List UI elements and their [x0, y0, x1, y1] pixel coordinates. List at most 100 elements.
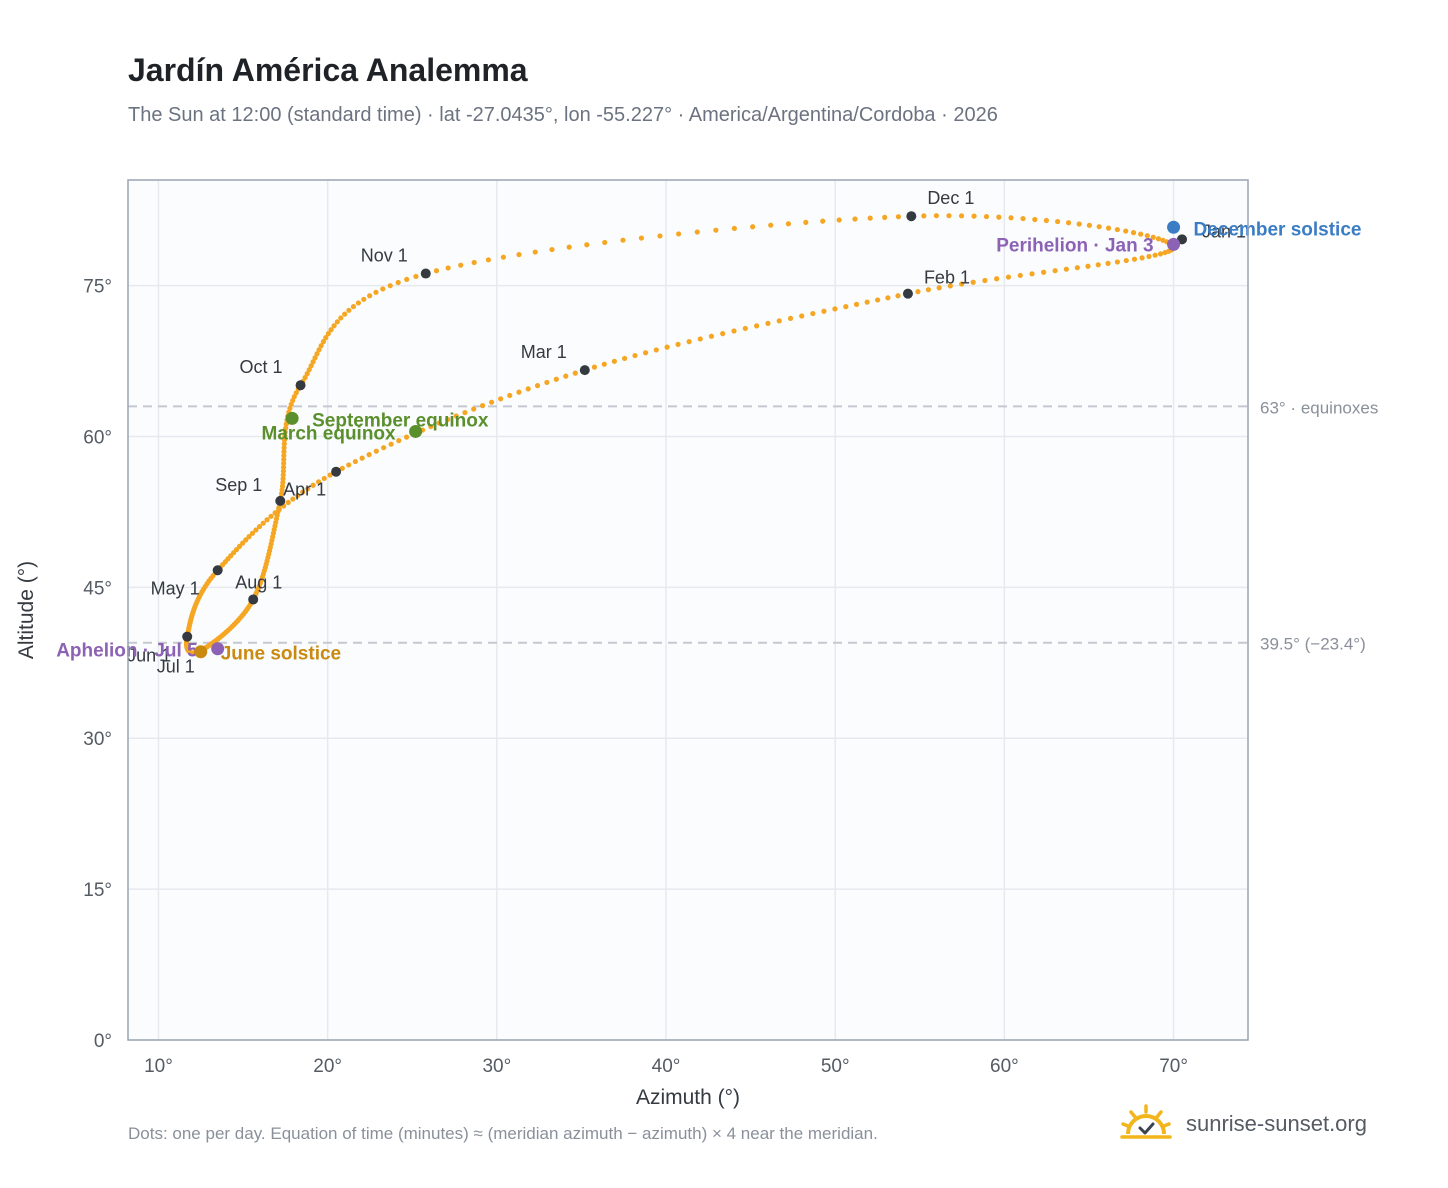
day-dot — [1086, 222, 1092, 228]
day-dot — [731, 225, 737, 232]
day-dot — [632, 352, 638, 359]
day-dot — [1114, 226, 1120, 233]
y-tick-label: 0° — [94, 1031, 112, 1052]
x-tick-label: 40° — [652, 1056, 681, 1077]
day-dot — [291, 394, 297, 400]
day-dot — [584, 242, 590, 248]
day-dot — [339, 465, 345, 471]
day-dot — [959, 281, 965, 287]
event-label: December solstice — [1194, 219, 1362, 240]
day-dot — [373, 448, 379, 454]
day-dot — [280, 464, 287, 470]
day-dot — [281, 449, 287, 455]
day-dot — [611, 358, 617, 364]
day-dot — [373, 289, 379, 295]
day-dot — [318, 343, 324, 349]
day-dot — [810, 310, 816, 317]
day-dot — [280, 472, 286, 478]
day-dot — [323, 335, 329, 341]
day-dot — [1020, 215, 1026, 222]
month-label: Oct 1 — [240, 357, 283, 377]
day-dot — [281, 441, 287, 447]
day-dot — [1017, 272, 1023, 279]
day-dot — [293, 390, 299, 396]
month-marker — [248, 594, 259, 605]
x-tick-label: 30° — [482, 1056, 511, 1077]
x-tick-label: 60° — [990, 1056, 1019, 1077]
day-dot — [436, 420, 442, 426]
day-dot — [331, 323, 337, 329]
day-dot — [280, 476, 286, 482]
day-dot — [253, 527, 259, 533]
month-label: Aug 1 — [235, 572, 282, 592]
reference-line-label: 63° · equinoxes — [1260, 398, 1378, 417]
event-label: Perihelion · Jan 3 — [996, 235, 1153, 256]
day-dot — [1074, 265, 1080, 271]
day-dot — [281, 445, 287, 451]
day-dot — [1029, 271, 1035, 277]
day-dot — [676, 231, 682, 237]
day-dot — [321, 475, 327, 482]
day-dot — [853, 301, 860, 307]
month-label: Apr 1 — [283, 480, 326, 500]
event-label: March equinox — [262, 423, 397, 444]
day-dot — [246, 534, 252, 540]
day-dot — [591, 364, 598, 370]
day-dot — [742, 325, 748, 332]
day-dot — [1150, 234, 1156, 240]
day-dot — [367, 293, 373, 299]
day-dot — [316, 347, 322, 353]
day-dot — [310, 482, 316, 488]
day-dot — [458, 262, 464, 268]
day-dot — [355, 300, 362, 306]
day-dot — [1043, 217, 1049, 224]
day-dot — [396, 438, 402, 444]
day-dot — [281, 437, 288, 443]
day-dot — [946, 213, 952, 219]
day-dot — [1162, 249, 1168, 256]
day-dot — [915, 289, 921, 295]
day-dot — [445, 416, 451, 423]
day-dot — [479, 403, 486, 409]
day-dot — [642, 350, 649, 356]
day-dot — [1114, 259, 1121, 265]
day-dot — [572, 370, 578, 376]
month-marker — [331, 466, 342, 477]
day-dot — [1105, 225, 1112, 231]
day-dot — [534, 383, 541, 389]
day-dot — [342, 311, 348, 317]
day-dot — [799, 313, 805, 319]
day-dot — [525, 386, 531, 392]
day-dot — [657, 233, 663, 239]
month-marker — [902, 288, 913, 299]
day-dot — [1063, 266, 1069, 272]
day-dot — [350, 303, 357, 310]
day-dot — [803, 219, 809, 225]
day-dot — [664, 344, 670, 350]
day-dot — [320, 339, 327, 345]
day-dot — [281, 456, 287, 463]
day-dot — [1144, 233, 1150, 239]
day-dot — [256, 523, 263, 530]
day-dot — [285, 499, 291, 506]
day-dot — [994, 276, 1000, 282]
day-dot — [334, 319, 340, 325]
event-marker — [285, 411, 299, 425]
day-dot — [1041, 269, 1047, 275]
day-dot — [532, 249, 538, 255]
day-dot — [1085, 263, 1091, 269]
day-dot — [290, 496, 296, 502]
day-dot — [346, 462, 352, 468]
day-dot — [1105, 260, 1111, 266]
day-dot — [720, 331, 726, 337]
brand[interactable]: sunrise-sunset.org — [1120, 1102, 1367, 1146]
day-dot — [820, 218, 826, 224]
event-label: September equinox — [312, 410, 489, 431]
day-dot — [601, 361, 607, 367]
day-dot — [1095, 262, 1101, 268]
day-dot — [765, 320, 771, 326]
day-dot — [281, 453, 287, 459]
day-dot — [361, 296, 367, 302]
day-dot — [1130, 230, 1137, 236]
y-tick-label: 60° — [83, 427, 112, 448]
